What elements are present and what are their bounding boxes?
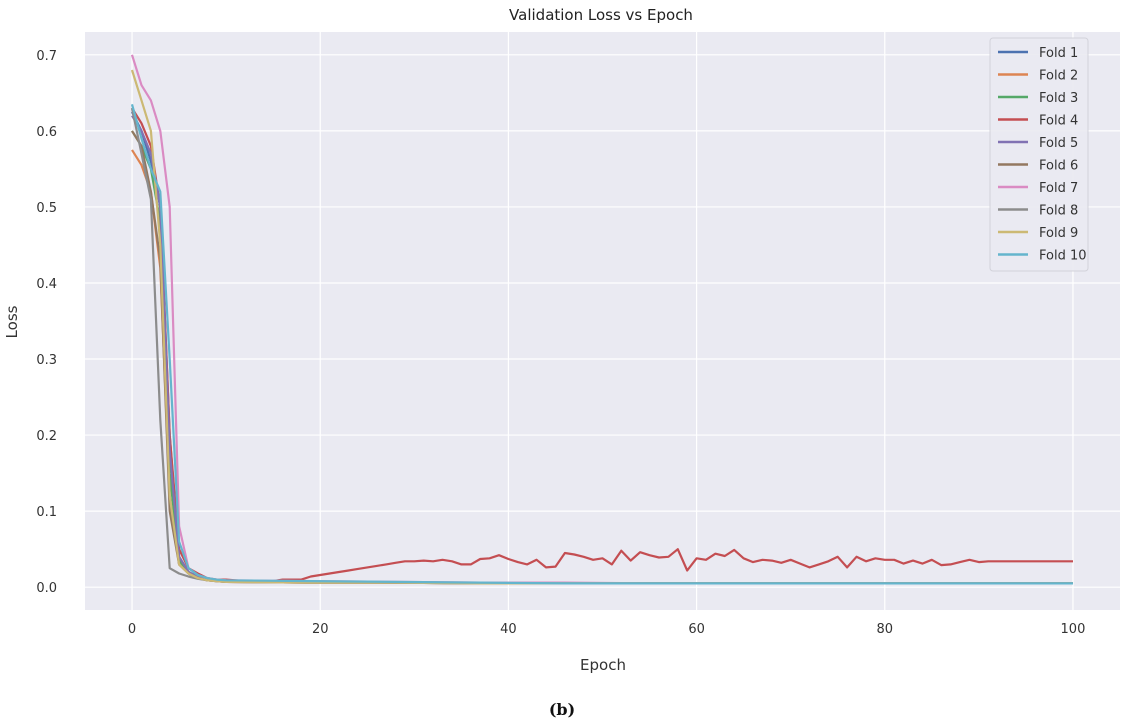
y-axis-title: Loss — [3, 305, 21, 338]
series-line-fold-4 — [131, 107, 1073, 584]
y-tick-label: 0.1 — [36, 505, 57, 520]
legend-label: Fold 9 — [1039, 226, 1078, 241]
y-tick-label: 0.6 — [36, 125, 57, 140]
x-tick-label: 60 — [688, 622, 705, 637]
figure-caption: (b) — [548, 700, 576, 719]
x-tick-label: 80 — [876, 622, 893, 637]
y-tick-label: 0.0 — [36, 581, 57, 596]
y-tick-label: 0.2 — [36, 429, 57, 444]
y-tick-label: 0.5 — [36, 201, 57, 216]
legend-label: Fold 8 — [1039, 204, 1078, 219]
plot-area — [85, 32, 1120, 610]
legend-label: Fold 5 — [1039, 136, 1078, 151]
validation-loss-chart: 0 20 40 60 80 100 0.0 0.1 0.2 0.3 0.4 0.5 0.6 0.7 Val… — [3, 6, 1120, 674]
legend: Fold 1 Fold 2 Fold 3 Fold 4 Fold 5 Fold 6 Fold… — [989, 37, 1089, 272]
legend-label: Fold 4 — [1039, 114, 1078, 129]
legend-label: Fold 1 — [1039, 46, 1078, 61]
chart-title: Validation Loss vs Epoch — [509, 6, 693, 24]
legend-label: Fold 10 — [1039, 249, 1087, 264]
legend-label: Fold 6 — [1039, 159, 1078, 174]
legend-label: Fold 2 — [1039, 69, 1078, 84]
legend-label: Fold 3 — [1039, 91, 1078, 106]
y-tick-label: 0.3 — [36, 353, 57, 368]
x-tick-label: 0 — [128, 622, 136, 637]
x-tick-label: 20 — [312, 622, 329, 637]
x-tick-label: 40 — [500, 622, 517, 637]
series-line-fold-10 — [130, 104, 1073, 585]
x-tick-label: 100 — [1061, 622, 1086, 637]
y-tick-label: 0.7 — [36, 49, 57, 64]
x-axis-title: Epoch — [580, 656, 626, 674]
y-tick-label: 0.4 — [36, 277, 57, 292]
legend-label: Fold 7 — [1039, 181, 1078, 196]
